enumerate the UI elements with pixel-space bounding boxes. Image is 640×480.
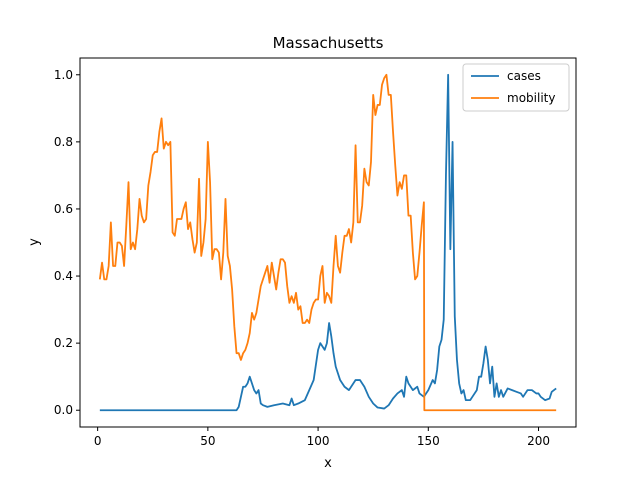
legend-label-cases: cases [507,69,541,83]
axes-frame [79,57,577,428]
chart-title: Massachusetts [273,34,384,52]
x-axis-label: x [324,456,332,471]
series-line-cases [99,73,557,412]
y-tick-label: 0.0 [54,403,73,417]
y-axis-label: y [27,238,42,246]
series-layer [98,73,557,412]
y-tick-label: 0.6 [54,202,73,216]
y-ticks: 0.0 0.2 0.4 0.6 0.8 1.0 [54,68,80,417]
legend: cases mobility [462,63,570,112]
x-tick-label: 0 [94,434,102,448]
y-tick-label: 0.4 [54,269,73,283]
series-line-mobility [98,73,557,412]
plot-area: 0 50 100 150 200 0.0 0.2 0.4 0.6 0.8 1.0 [54,57,577,448]
x-tick-label: 100 [307,434,330,448]
legend-label-mobility: mobility [507,91,555,105]
y-tick-label: 0.8 [54,135,73,149]
y-tick-label: 0.2 [54,336,73,350]
y-tick-label: 1.0 [54,68,73,82]
x-tick-label: 50 [200,434,215,448]
x-tick-label: 150 [417,434,440,448]
x-ticks: 0 50 100 150 200 [94,427,550,448]
x-tick-label: 200 [527,434,550,448]
